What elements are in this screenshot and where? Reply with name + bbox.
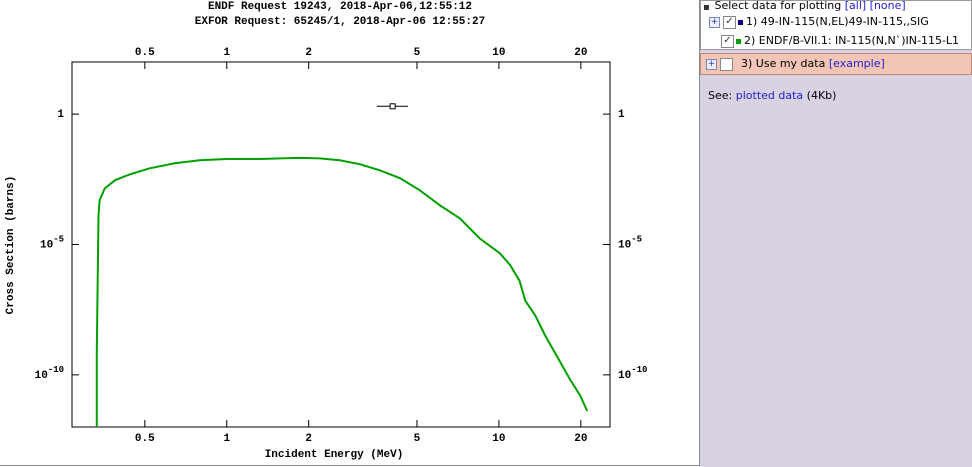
add-data-row: +3) Use my data [example] xyxy=(700,53,972,75)
tick-label-exponent: -10 xyxy=(631,365,647,375)
see-line: See: plotted data (4Kb) xyxy=(708,89,836,103)
tick-label: 10-5 xyxy=(618,235,642,252)
tick-label-base: 10 xyxy=(618,370,631,382)
legend-item: ✓ 2) ENDF/B-VII.1: IN-115(N,N`)IN-115-L1 xyxy=(721,34,959,48)
tick-label: 0.5 xyxy=(135,47,155,59)
example-link[interactable]: [example] xyxy=(828,57,885,70)
selection-header: ▪ Select data for plotting [all] [none] xyxy=(703,0,906,13)
tick-label: 1 xyxy=(223,47,230,59)
chart: ENDF Request 19243, 2018-Apr-06,12:55:12… xyxy=(0,0,700,466)
tick-label: 1 xyxy=(223,433,230,445)
tick-label-base: 10 xyxy=(40,239,53,251)
expand-button[interactable]: + xyxy=(706,58,717,70)
tick-label-exponent: -5 xyxy=(53,235,64,245)
header-icon: ▪ xyxy=(703,2,710,13)
tick-label: 2 xyxy=(305,433,312,445)
tick-label: 10 xyxy=(492,47,505,59)
selection-box: ▪ Select data for plotting [all] [none] … xyxy=(700,0,972,50)
tick-label: 5 xyxy=(414,47,421,59)
tick-label: 10-10 xyxy=(618,365,647,382)
tick-label: 5 xyxy=(414,433,421,445)
x-axis-label: Incident Energy (MeV) xyxy=(265,449,404,461)
legend-item: + ✓ 1) 49-IN-115(N,EL)49-IN-115,,SIG xyxy=(709,15,929,29)
tick-label: 0.5 xyxy=(135,433,155,445)
chart-title: ENDF Request 19243, 2018-Apr-06,12:55:12 xyxy=(208,1,472,13)
data-panel: ▪ Select data for plotting [all] [none] … xyxy=(700,0,972,467)
tick-label: 20 xyxy=(574,47,587,59)
tick-label: 1 xyxy=(618,109,625,121)
checkbox[interactable] xyxy=(720,57,733,71)
tick-label-exponent: -5 xyxy=(631,235,642,245)
file-size: (4Kb) xyxy=(806,89,837,102)
legend-swatch xyxy=(738,19,743,25)
data-point xyxy=(389,103,396,110)
tick-label: 10 xyxy=(492,433,505,445)
data-line xyxy=(95,156,589,427)
select-none[interactable]: [none] xyxy=(869,0,906,12)
checkbox[interactable]: ✓ xyxy=(723,15,736,29)
tick-label-exponent: -10 xyxy=(48,365,64,375)
expand-button[interactable]: + xyxy=(709,16,720,28)
header-text: Select data for plotting xyxy=(714,0,842,12)
legend-label: 1) 49-IN-115(N,EL)49-IN-115,,SIG xyxy=(746,15,929,28)
tick-label: 1 xyxy=(57,109,64,121)
legend-swatch xyxy=(736,38,741,44)
add-data: +3) Use my data [example] xyxy=(706,57,885,71)
plotted-data-link[interactable]: plotted data xyxy=(735,89,804,102)
chart-subtitle: EXFOR Request: 65245/1, 2018-Apr-06 12:5… xyxy=(195,16,485,28)
legend-label: 2) ENDF/B-VII.1: IN-115(N,N`)IN-115-L1 xyxy=(744,34,960,47)
y-axis-label: Cross Section (barns) xyxy=(5,176,17,315)
tick-label: 2 xyxy=(305,47,312,59)
tick-label: 20 xyxy=(574,433,587,445)
add-data-label: 3) Use my data xyxy=(741,57,826,70)
checkbox[interactable]: ✓ xyxy=(721,34,734,48)
see-label: See: xyxy=(708,89,733,102)
plot-frame xyxy=(71,61,611,428)
tick-label-base: 10 xyxy=(618,239,631,251)
tick-label-base: 10 xyxy=(35,370,48,382)
select-all[interactable]: [all] xyxy=(844,0,867,12)
tick-label: 10-10 xyxy=(35,365,64,382)
tick-label: 10-5 xyxy=(40,235,64,252)
